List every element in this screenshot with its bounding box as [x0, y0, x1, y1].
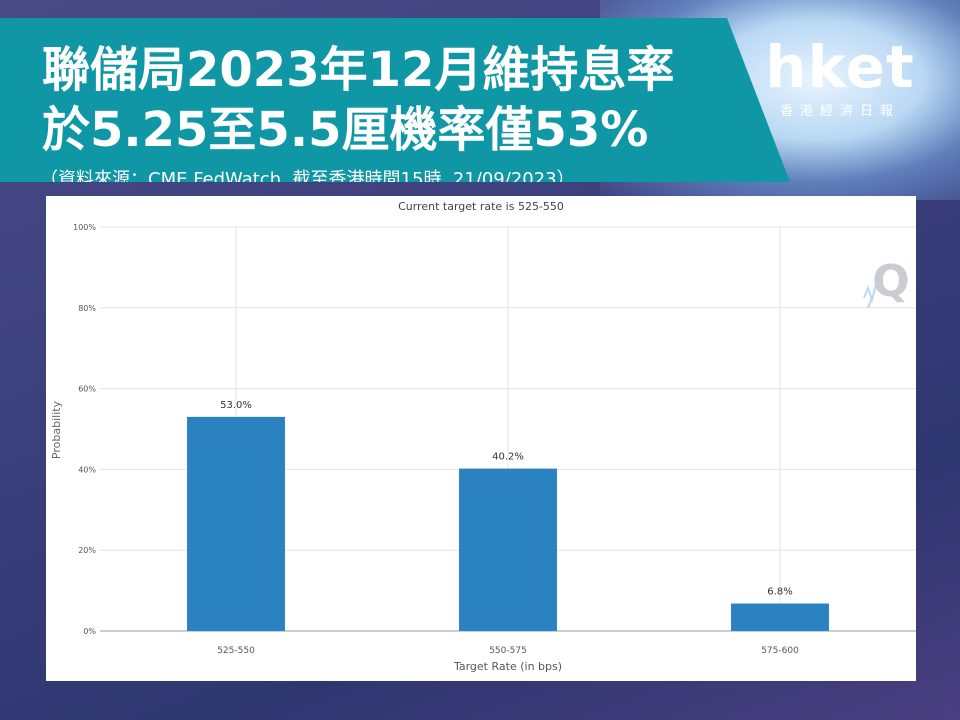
bar-575-600: [731, 603, 829, 631]
y-tick-labels: 0% 20% 40% 60% 80% 100%: [73, 223, 96, 636]
x-tick-labels: 525-550 550-575 575-600: [217, 646, 799, 656]
bar-525-550: [187, 416, 285, 631]
data-label: 6.8%: [767, 587, 792, 598]
data-labels: 53.0% 40.2% 6.8%: [220, 400, 793, 598]
logo-wordmark: hket: [765, 33, 915, 101]
source-note: （資料來源：CME FedWatch, 截至香港時間15時, 21/09/202…: [40, 169, 575, 190]
chart-title: Current target rate is 525-550: [398, 200, 564, 213]
x-axis-label: Target Rate (in bps): [453, 660, 562, 673]
logo-subtitle: 香港經濟日報: [779, 104, 900, 119]
data-label: 53.0%: [220, 400, 252, 411]
y-tick-label: 60%: [78, 385, 96, 394]
chart-card: Current target rate is 525-550 0% 20% 40% 6…: [46, 196, 916, 681]
y-axis-label: Probability: [50, 400, 63, 459]
y-tick-label: 0%: [83, 627, 96, 636]
watermark-q: Q: [872, 256, 909, 307]
data-label: 40.2%: [492, 452, 524, 463]
y-tick-label: 40%: [78, 465, 96, 474]
y-tick-label: 20%: [78, 546, 96, 555]
bar-550-575: [459, 468, 557, 631]
hket-logo: hket 香港經濟日報: [760, 36, 920, 119]
x-tick-label: 550-575: [489, 646, 527, 656]
probability-bar-chart: Current target rate is 525-550 0% 20% 40% 6…: [50, 200, 916, 673]
y-tick-label: 80%: [78, 304, 96, 313]
headline-line-2: 於5.25至5.5厘機率僅53%: [42, 102, 649, 158]
headline-line-1: 聯儲局2023年12月維持息率: [42, 42, 675, 98]
headline-banner: 聯儲局2023年12月維持息率 於5.25至5.5厘機率僅53% （資料來源：C…: [0, 18, 790, 182]
bars: [187, 416, 829, 631]
x-tick-label: 575-600: [761, 646, 799, 656]
y-tick-label: 100%: [73, 223, 96, 232]
x-tick-label: 525-550: [217, 646, 255, 656]
watermark-wave-icon: [863, 283, 877, 309]
